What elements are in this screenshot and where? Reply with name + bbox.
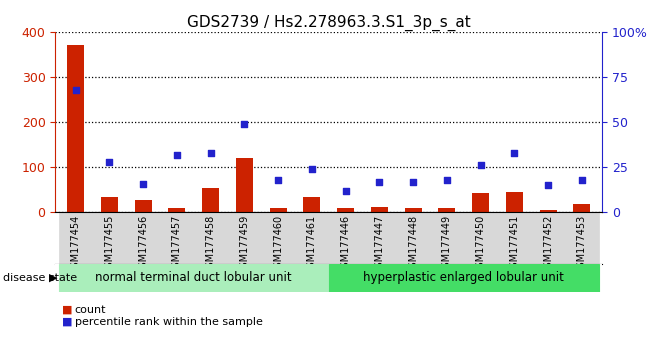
- Bar: [439, 208, 455, 212]
- Bar: [531, 212, 565, 264]
- Bar: [497, 212, 531, 264]
- Bar: [295, 212, 329, 264]
- Point: [577, 177, 587, 183]
- Point: [138, 181, 148, 186]
- Text: normal terminal duct lobular unit: normal terminal duct lobular unit: [96, 272, 292, 284]
- Text: GSM177453: GSM177453: [577, 215, 587, 274]
- Bar: [371, 207, 388, 212]
- Bar: [574, 204, 590, 212]
- Point: [374, 179, 385, 184]
- Point: [543, 183, 553, 188]
- Bar: [194, 212, 227, 264]
- Point: [340, 188, 351, 194]
- Point: [441, 177, 452, 183]
- Bar: [270, 208, 286, 212]
- Bar: [236, 158, 253, 212]
- Bar: [363, 212, 396, 264]
- Bar: [337, 208, 354, 212]
- Text: GSM177452: GSM177452: [543, 215, 553, 274]
- Bar: [405, 208, 422, 212]
- Bar: [329, 212, 363, 264]
- Text: GSM177446: GSM177446: [340, 215, 351, 274]
- Bar: [202, 188, 219, 212]
- Text: disease state: disease state: [3, 273, 77, 283]
- Point: [206, 150, 216, 156]
- Bar: [59, 212, 92, 264]
- Bar: [464, 212, 497, 264]
- Text: GSM177454: GSM177454: [70, 215, 81, 274]
- Bar: [92, 212, 126, 264]
- Bar: [126, 212, 160, 264]
- Bar: [135, 200, 152, 212]
- Text: percentile rank within the sample: percentile rank within the sample: [75, 317, 263, 327]
- Text: ■: ■: [62, 305, 72, 315]
- Bar: [67, 45, 84, 212]
- Point: [239, 121, 249, 127]
- Text: hyperplastic enlarged lobular unit: hyperplastic enlarged lobular unit: [363, 272, 564, 284]
- Text: GSM177460: GSM177460: [273, 215, 283, 274]
- Point: [70, 87, 81, 92]
- Text: ▶: ▶: [49, 273, 57, 283]
- Point: [408, 179, 419, 184]
- Bar: [261, 212, 295, 264]
- Text: GSM177448: GSM177448: [408, 215, 418, 274]
- Bar: [472, 193, 489, 212]
- Text: GSM177455: GSM177455: [104, 215, 115, 274]
- Bar: [540, 210, 557, 212]
- Title: GDS2739 / Hs2.278963.3.S1_3p_s_at: GDS2739 / Hs2.278963.3.S1_3p_s_at: [187, 14, 471, 30]
- Bar: [506, 192, 523, 212]
- Text: GSM177450: GSM177450: [476, 215, 486, 274]
- Point: [104, 159, 115, 165]
- Text: GSM177447: GSM177447: [374, 215, 384, 274]
- Bar: [329, 264, 599, 292]
- Point: [475, 162, 486, 168]
- Bar: [59, 264, 329, 292]
- Text: GSM177451: GSM177451: [510, 215, 519, 274]
- Text: ■: ■: [62, 317, 72, 327]
- Point: [307, 166, 317, 172]
- Bar: [169, 208, 186, 212]
- Text: GSM177457: GSM177457: [172, 215, 182, 274]
- Text: GSM177461: GSM177461: [307, 215, 317, 274]
- Text: GSM177458: GSM177458: [206, 215, 215, 274]
- Point: [509, 150, 519, 156]
- Bar: [396, 212, 430, 264]
- Bar: [227, 212, 261, 264]
- Point: [172, 152, 182, 158]
- Text: count: count: [75, 305, 106, 315]
- Bar: [565, 212, 599, 264]
- Text: GSM177459: GSM177459: [240, 215, 249, 274]
- Bar: [101, 196, 118, 212]
- Text: GSM177449: GSM177449: [442, 215, 452, 274]
- Bar: [303, 196, 320, 212]
- Bar: [160, 212, 194, 264]
- Point: [273, 177, 283, 183]
- Text: GSM177456: GSM177456: [138, 215, 148, 274]
- Bar: [430, 212, 464, 264]
